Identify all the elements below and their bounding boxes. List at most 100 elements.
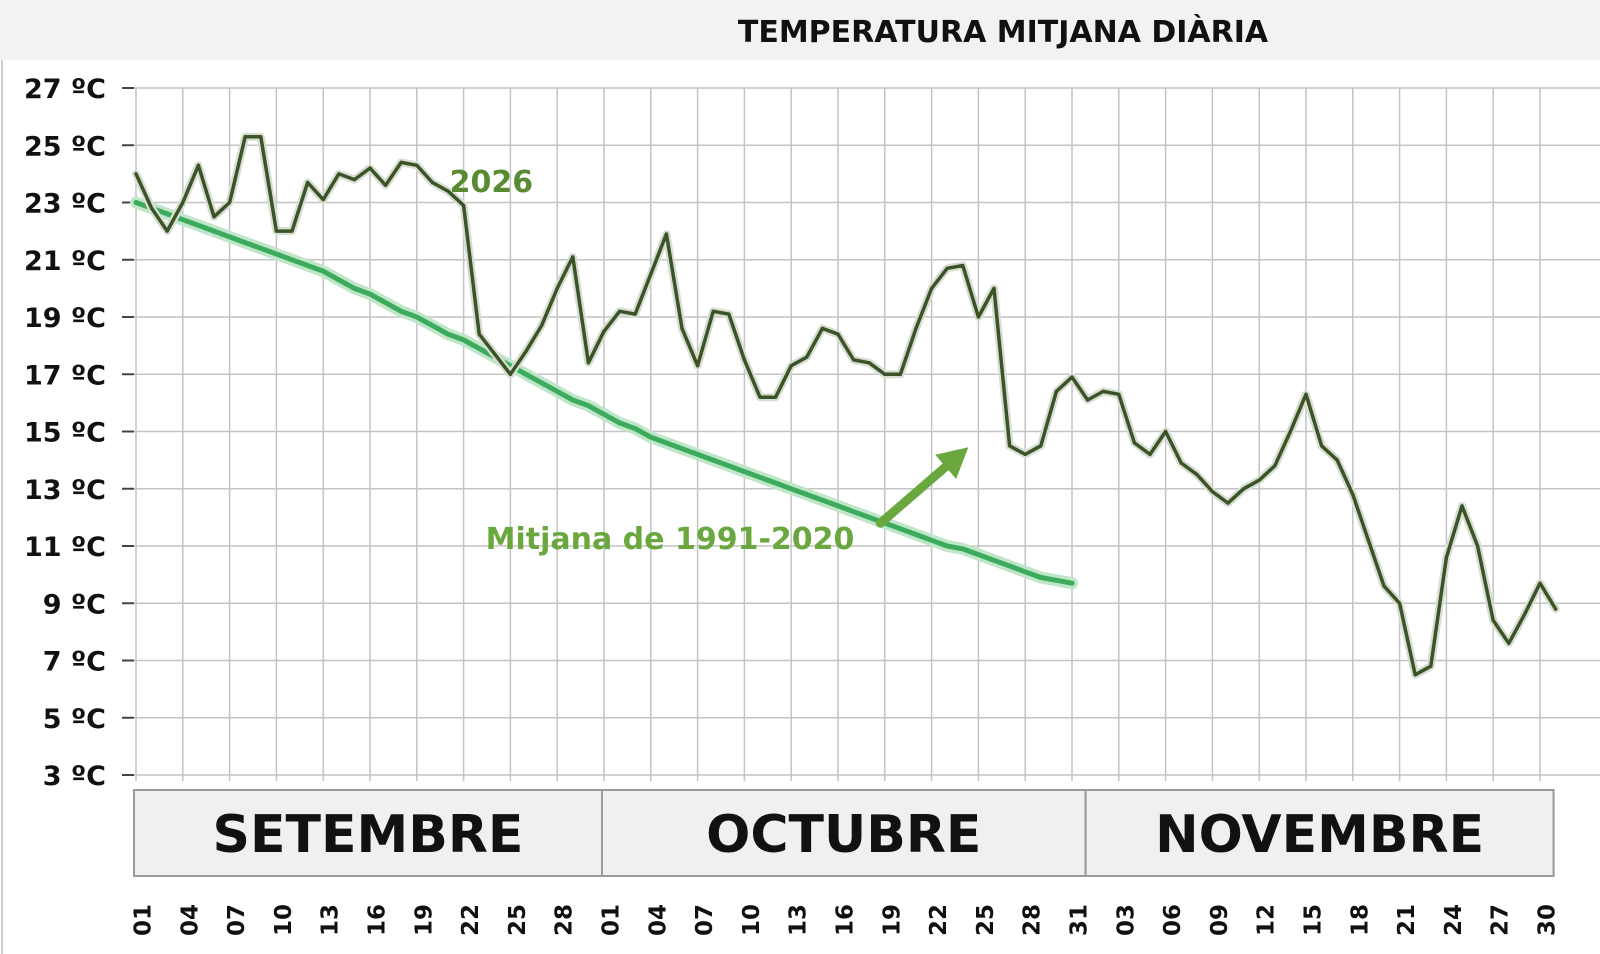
- x-tick-label: 04: [645, 904, 671, 936]
- data-point-2026: [508, 372, 512, 376]
- data-point-2026: [259, 135, 263, 139]
- data-point-2026: [1476, 544, 1480, 548]
- month-band: [1084, 789, 1555, 877]
- data-point-2026: [930, 286, 934, 290]
- y-tick-label: 5 ºC: [43, 704, 106, 735]
- data-point-2026: [1554, 607, 1558, 611]
- data-point-2026: [477, 332, 481, 336]
- data-point-2026: [711, 309, 715, 313]
- data-point-2026: [540, 324, 544, 328]
- annotation-2026: 2026: [450, 165, 533, 200]
- y-tick-label: 23 ºC: [24, 189, 106, 220]
- x-tick-label: 07: [692, 904, 718, 936]
- data-point-2026: [1444, 555, 1448, 560]
- y-tick-label: 19 ºC: [24, 303, 106, 334]
- month-label: NOVEMBRE: [1155, 805, 1484, 865]
- y-tick-label: 9 ºC: [43, 589, 106, 620]
- data-point-2026: [727, 312, 731, 316]
- annotations: 2026 Mitjana de 1991-2020: [450, 165, 969, 557]
- data-point-2026: [1273, 464, 1277, 468]
- data-point-2026: [1070, 375, 1074, 379]
- arrow-head: [935, 447, 969, 479]
- data-point-2026: [399, 160, 403, 164]
- y-tick-label: 27 ºC: [24, 74, 106, 105]
- data-point-2026: [430, 180, 434, 185]
- data-point-2026: [571, 255, 575, 259]
- x-tick-label: 16: [833, 904, 859, 936]
- data-point-2026: [1522, 613, 1526, 617]
- data-point-2026: [196, 163, 200, 167]
- data-point-2026: [1398, 601, 1402, 605]
- month-band: [133, 789, 603, 877]
- x-tick-label: 10: [739, 904, 765, 936]
- x-tick-label: 30: [1535, 904, 1561, 936]
- x-tick-label: 04: [177, 904, 203, 936]
- data-point-2026: [337, 172, 341, 176]
- data-point-2026: [805, 355, 809, 359]
- data-point-2026: [493, 352, 497, 356]
- data-point-2026: [181, 200, 185, 205]
- data-point-2026: [1538, 581, 1542, 585]
- data-point-2026: [898, 372, 903, 376]
- annotation-average: Mitjana de 1991-2020: [486, 522, 855, 557]
- y-tick-label: 11 ºC: [24, 532, 106, 563]
- data-point-2026: [524, 349, 528, 353]
- data-point-2026: [134, 172, 138, 176]
- data-point-2026: [352, 178, 356, 182]
- x-tick-label: 01: [599, 904, 625, 936]
- data-point-2026: [462, 203, 466, 207]
- data-point-2026: [274, 229, 278, 233]
- data-point-2026: [1164, 429, 1168, 434]
- data-point-2026: [883, 372, 887, 376]
- data-point-2026: [1491, 618, 1495, 623]
- data-point-2026: [1460, 504, 1464, 508]
- x-tick-label: 21: [1394, 904, 1420, 936]
- y-tick-label: 15 ºC: [24, 418, 106, 449]
- x-tick-label: 09: [1207, 904, 1233, 936]
- data-point-2026: [1351, 492, 1355, 497]
- month-label: SETEMBRE: [213, 805, 524, 865]
- data-point-2026: [618, 309, 622, 313]
- data-point-2026: [961, 263, 965, 268]
- data-point-2026: [633, 312, 637, 316]
- x-tick-label: 27: [1488, 904, 1514, 936]
- data-point-2026: [586, 361, 591, 365]
- data-point-2026: [243, 135, 247, 139]
- data-point-2026: [602, 329, 606, 333]
- data-point-2026: [976, 315, 981, 319]
- x-tick-label: 13: [786, 904, 812, 936]
- y-axis-ticks: 3 ºC 5 ºC 7 ºC 9 ºC 11 ºC 13 ºC 15 ºC 17 ºC 19 º…: [24, 74, 134, 792]
- chart-title: TEMPERATURA MITJANA DIÀRIA: [738, 14, 1269, 50]
- x-tick-label: 28: [552, 904, 578, 936]
- data-point-2026: [1413, 673, 1417, 677]
- data-point-2026: [1429, 664, 1433, 668]
- data-point-2026: [1257, 478, 1261, 482]
- x-tick-label: 22: [458, 904, 484, 936]
- y-tick-label: 7 ºC: [43, 647, 106, 678]
- series-2026-line: [134, 134, 1558, 677]
- x-tick-label: 22: [926, 904, 952, 936]
- data-point-2026: [321, 198, 325, 202]
- x-tick-label: 15: [1301, 904, 1327, 936]
- y-tick-label: 3 ºC: [43, 761, 106, 792]
- title-bar: [0, 0, 1600, 60]
- month-bands: SETEMBRE OCTUBRE NOVEMBRE: [133, 789, 1555, 877]
- data-point-2026: [368, 166, 372, 170]
- x-tick-label: 25: [973, 904, 999, 936]
- data-point-2026: [820, 326, 825, 330]
- data-point-2026: [742, 358, 747, 362]
- data-point-2026: [664, 232, 669, 236]
- y-tick-label: 13 ºC: [24, 475, 106, 506]
- data-point-2026: [914, 326, 918, 330]
- x-tick-label: 16: [365, 904, 391, 936]
- month-band: [601, 789, 1087, 877]
- x-axis-ticks: 01 04 07 10 13 16 19 22 25 28 01 04 07 10 13 16 19 22 25 28…: [131, 904, 1561, 936]
- data-point-2026: [1179, 461, 1183, 465]
- arrow-shaft: [875, 454, 959, 528]
- x-tick-label: 10: [271, 904, 297, 936]
- data-point-2026: [446, 189, 450, 193]
- data-point-2026: [1335, 458, 1339, 462]
- month-label: OCTUBRE: [706, 805, 981, 865]
- data-point-2026: [1382, 584, 1386, 588]
